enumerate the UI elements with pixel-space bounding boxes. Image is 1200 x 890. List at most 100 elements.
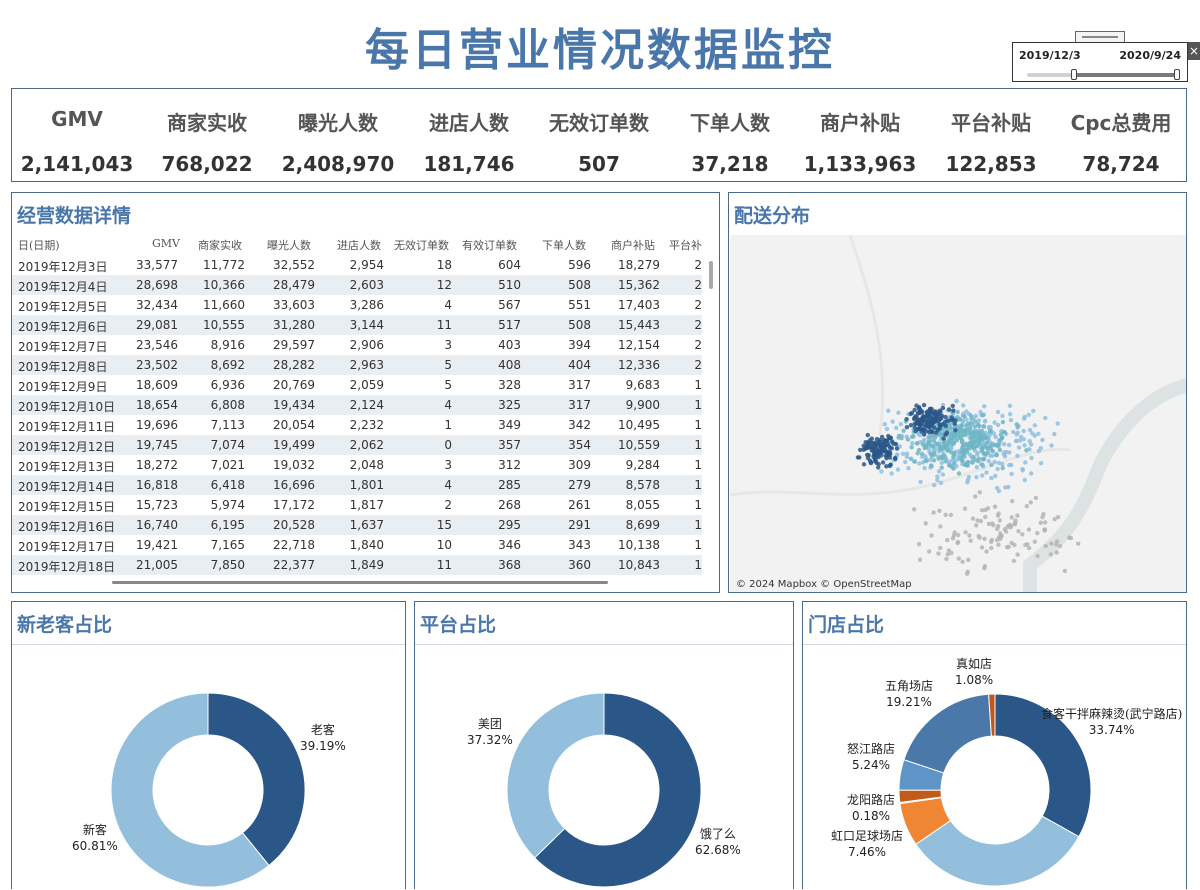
table-cell: 20,769 (273, 378, 315, 392)
delivery-point (1036, 431, 1041, 436)
vertical-scrollbar[interactable] (709, 261, 713, 289)
horizontal-scrollbar[interactable] (112, 581, 608, 584)
store-share-panel: 门店占比 食客干拌麻辣烫(武宁路店) 33.74% 虹口足球场店 7.46% 龙阳路… (802, 601, 1187, 889)
delivery-point (948, 512, 954, 518)
table-row[interactable]: 2019年12月17日 19,421 7,165 22,718 1,840 10 346 34… (12, 535, 702, 555)
table-row[interactable]: 2019年12月13日 18,272 7,021 19,032 2,048 3 312 309… (12, 455, 702, 475)
delivery-point (984, 549, 989, 554)
delivery-point (959, 439, 965, 445)
close-icon[interactable]: × (1188, 42, 1200, 60)
label-store-longyang: 龙阳路店 0.18% (847, 793, 896, 823)
delivery-point (989, 475, 994, 481)
table-row[interactable]: 2019年12月15日 15,723 5,974 17,172 1,817 2 268 261… (12, 495, 702, 515)
date-slider-track[interactable] (1027, 69, 1180, 80)
delivery-point (968, 538, 973, 543)
date-range-filter[interactable]: 2019/12/3 2020/9/24 (1012, 31, 1188, 82)
delivery-point (960, 453, 965, 459)
donut-slice[interactable] (988, 693, 996, 737)
donut-slice[interactable] (110, 692, 270, 888)
delivery-point (920, 427, 925, 432)
delivery-point (884, 464, 889, 469)
delivery-point (914, 415, 919, 420)
date-slider-range (1073, 73, 1177, 77)
row-date: 2019年12月6日 (18, 320, 108, 334)
donut-slice[interactable] (207, 692, 306, 867)
table-cell: 20,054 (273, 418, 315, 432)
delivery-point (1066, 535, 1072, 540)
store-share-title: 门店占比 (808, 614, 885, 636)
delivery-point (935, 477, 940, 483)
table-row[interactable]: 2019年12月3日 33,577 11,772 32,552 2,954 18 604 59… (12, 255, 702, 275)
delivery-point (935, 474, 940, 479)
delivery-point (961, 403, 966, 408)
delivery-point (888, 436, 893, 441)
column-header[interactable]: 平台补 (669, 239, 702, 252)
column-header[interactable]: 有效订单数 (462, 239, 517, 252)
delivery-point (990, 453, 995, 458)
delivery-point (903, 459, 908, 465)
delivery-point (908, 456, 914, 461)
table-cell: 4 (444, 478, 452, 492)
donut-slice[interactable] (533, 692, 702, 888)
delivery-point (963, 530, 968, 535)
table-cell: 2 (444, 498, 452, 512)
delivery-point (937, 508, 942, 513)
table-row[interactable]: 2019年12月5日 32,434 11,660 33,603 3,286 4 567 551… (12, 295, 702, 315)
platform-share-donut[interactable] (415, 602, 795, 890)
column-header[interactable]: 曝光人数 (267, 239, 311, 252)
delivery-point (995, 513, 1001, 518)
table-cell: 404 (568, 358, 591, 372)
table-row[interactable]: 2019年12月6日 29,081 10,555 31,280 3,144 11 517 50… (12, 315, 702, 335)
delivery-point (951, 408, 956, 413)
table-row[interactable]: 2019年12月16日 16,740 6,195 20,528 1,637 15 295 29… (12, 515, 702, 535)
delivery-point (922, 432, 927, 437)
table-row[interactable]: 2019年12月11日 19,696 7,113 20,054 2,232 1 349 342… (12, 415, 702, 435)
delivery-point (1027, 427, 1033, 433)
delivery-point (1020, 532, 1025, 537)
table-row[interactable]: 2019年12月10日 18,654 6,808 19,434 2,124 4 325 317… (12, 395, 702, 415)
drag-handle-icon[interactable] (1075, 31, 1125, 42)
delivery-point (863, 446, 868, 451)
kpi-label: GMV (51, 107, 103, 131)
column-header[interactable]: 商家实收 (198, 239, 242, 252)
delivery-point (950, 536, 956, 541)
column-header[interactable]: GMV (152, 237, 180, 250)
delivery-point (899, 435, 904, 441)
delivery-map[interactable]: © 2024 Mapbox © OpenStreetMap (730, 235, 1187, 592)
kpi-label: 平台补贴 (951, 111, 1031, 135)
table-cell: 295 (498, 518, 521, 532)
delivery-point (962, 506, 968, 511)
table-cell: 23,502 (136, 358, 178, 372)
donut-slice[interactable] (506, 692, 605, 859)
donut-slice[interactable] (994, 693, 1092, 838)
table-row[interactable]: 2019年12月4日 28,698 10,366 28,479 2,603 12 510 50… (12, 275, 702, 295)
table-row[interactable]: 2019年12月7日 23,546 8,916 29,597 2,906 3 403 394 1… (12, 335, 702, 355)
table-row[interactable]: 2019年12月18日 21,005 7,850 22,377 1,849 11 368 36… (12, 555, 702, 575)
column-header[interactable]: 进店人数 (337, 239, 381, 252)
table-row[interactable]: 2019年12月9日 18,609 6,936 20,769 2,059 5 328 317 9… (12, 375, 702, 395)
column-header[interactable]: 商户补贴 (611, 239, 655, 252)
map-canvas[interactable] (730, 235, 1187, 592)
table-cell: 551 (568, 298, 591, 312)
delivery-point (994, 452, 999, 458)
delivery-point (1011, 429, 1016, 435)
table-cell: 7,113 (210, 418, 245, 432)
delivery-point (888, 462, 893, 467)
row-date: 2019年12月12日 (18, 440, 116, 454)
date-slider-end-knob[interactable] (1174, 69, 1180, 80)
column-header[interactable]: 下单人数 (542, 239, 586, 252)
delivery-point (950, 403, 955, 409)
date-slider-start-knob[interactable] (1071, 69, 1077, 80)
delivery-point (1057, 543, 1063, 549)
table-row[interactable]: 2019年12月12日 19,745 7,074 19,499 2,062 0 357 354… (12, 435, 702, 455)
table-cell: 7,074 (210, 438, 245, 452)
column-header[interactable]: 无效订单数 (394, 239, 449, 252)
customer-share-donut[interactable] (12, 602, 407, 890)
column-header[interactable]: 日(日期) (18, 239, 60, 252)
table-row[interactable]: 2019年12月8日 23,502 8,692 28,282 2,963 5 408 404 1… (12, 355, 702, 375)
table-row[interactable]: 2019年12月14日 16,818 6,418 16,696 1,801 4 285 279… (12, 475, 702, 495)
row-date: 2019年12月13日 (18, 460, 116, 474)
delivery-point (992, 504, 998, 509)
store-share-donut[interactable] (803, 602, 1188, 890)
donut-slice[interactable] (915, 815, 1080, 887)
